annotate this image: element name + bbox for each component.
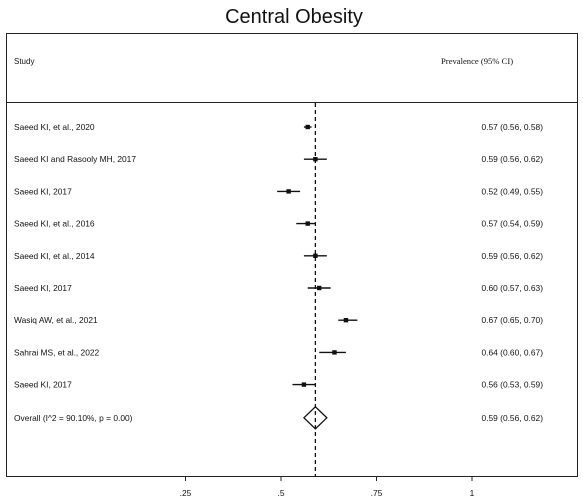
point-estimate <box>305 221 310 226</box>
point-estimate <box>305 124 310 130</box>
study-row: Saeed KI, 2017 0.56 (0.53, 0.59) <box>14 380 543 390</box>
estimate-ci-text: 0.59 (0.56, 0.62) <box>482 251 544 261</box>
study-row: Saeed KI, 2017 0.52 (0.49, 0.55) <box>14 186 543 196</box>
x-tick-label: .75 <box>371 488 383 498</box>
study-label: Wasiq AW, et al., 2021 <box>14 315 98 325</box>
study-row: Sahrai MS, et al., 2022 0.64 (0.60, 0.67) <box>14 347 543 357</box>
overall-row: Overall (I^2 = 90.10%, p = 0.00) 0.59 (0.… <box>14 405 544 430</box>
study-label: Sahrai MS, et al., 2022 <box>14 347 100 357</box>
study-row: Wasiq AW, et al., 2021 0.67 (0.65, 0.70) <box>14 315 543 325</box>
estimate-ci-text: 0.60 (0.57, 0.63) <box>482 283 544 293</box>
study-label: Saeed KI, et al., 2016 <box>14 219 95 229</box>
study-row: Saeed KI, et al., 2014 0.59 (0.56, 0.62) <box>14 251 543 261</box>
estimate-ci-text: 0.59 (0.56, 0.62) <box>482 154 544 164</box>
estimate-ci-text: 0.57 (0.54, 0.59) <box>482 219 544 229</box>
point-estimate <box>343 318 349 323</box>
study-row: Saeed KI, et al., 2020 0.57 (0.56, 0.58) <box>14 122 543 132</box>
study-row: Saeed KI and Rasooly MH, 2017 0.59 (0.56,… <box>14 154 543 164</box>
plot-frame <box>6 33 578 477</box>
study-label: Saeed KI, et al., 2014 <box>14 251 95 261</box>
point-estimate <box>317 285 322 291</box>
study-column-header: Study <box>14 57 34 66</box>
x-axis: .25 .5 .75 1 <box>180 476 475 498</box>
overall-diamond <box>302 405 328 430</box>
estimate-ci-text: 0.57 (0.56, 0.58) <box>482 122 544 132</box>
chart-title: Central Obesity <box>225 6 363 28</box>
study-label: Saeed KI, 2017 <box>14 380 72 390</box>
estimate-ci-text: 0.56 (0.53, 0.59) <box>482 380 544 390</box>
study-label: Saeed KI and Rasooly MH, 2017 <box>14 154 136 164</box>
point-estimate <box>286 189 291 194</box>
x-tick-label: .5 <box>278 488 285 498</box>
overall-label: Overall (I^2 = 90.10%, p = 0.00) <box>14 413 133 423</box>
point-estimate <box>332 350 337 355</box>
study-label: Saeed KI, et al., 2020 <box>14 122 95 132</box>
estimate-ci-text: 0.67 (0.65, 0.70) <box>482 315 544 325</box>
x-tick-label: 1 <box>470 488 475 498</box>
x-tick-label: .25 <box>180 488 192 498</box>
point-estimate <box>301 382 307 387</box>
study-row: Saeed KI, 2017 0.60 (0.57, 0.63) <box>14 283 543 293</box>
study-label: Saeed KI, 2017 <box>14 283 72 293</box>
study-rows: Saeed KI, et al., 2020 0.57 (0.56, 0.58)S… <box>14 122 543 390</box>
study-row: Saeed KI, et al., 2016 0.57 (0.54, 0.59) <box>14 219 543 229</box>
study-label: Saeed KI, 2017 <box>14 186 72 196</box>
overall-ci-text: 0.59 (0.56, 0.62) <box>482 413 544 423</box>
estimate-ci-text: 0.52 (0.49, 0.55) <box>482 186 544 196</box>
estimate-ci-text: 0.64 (0.60, 0.67) <box>482 347 544 357</box>
estimate-column-header: Prevalence (95% CI) <box>441 56 513 66</box>
point-estimate <box>313 253 318 258</box>
